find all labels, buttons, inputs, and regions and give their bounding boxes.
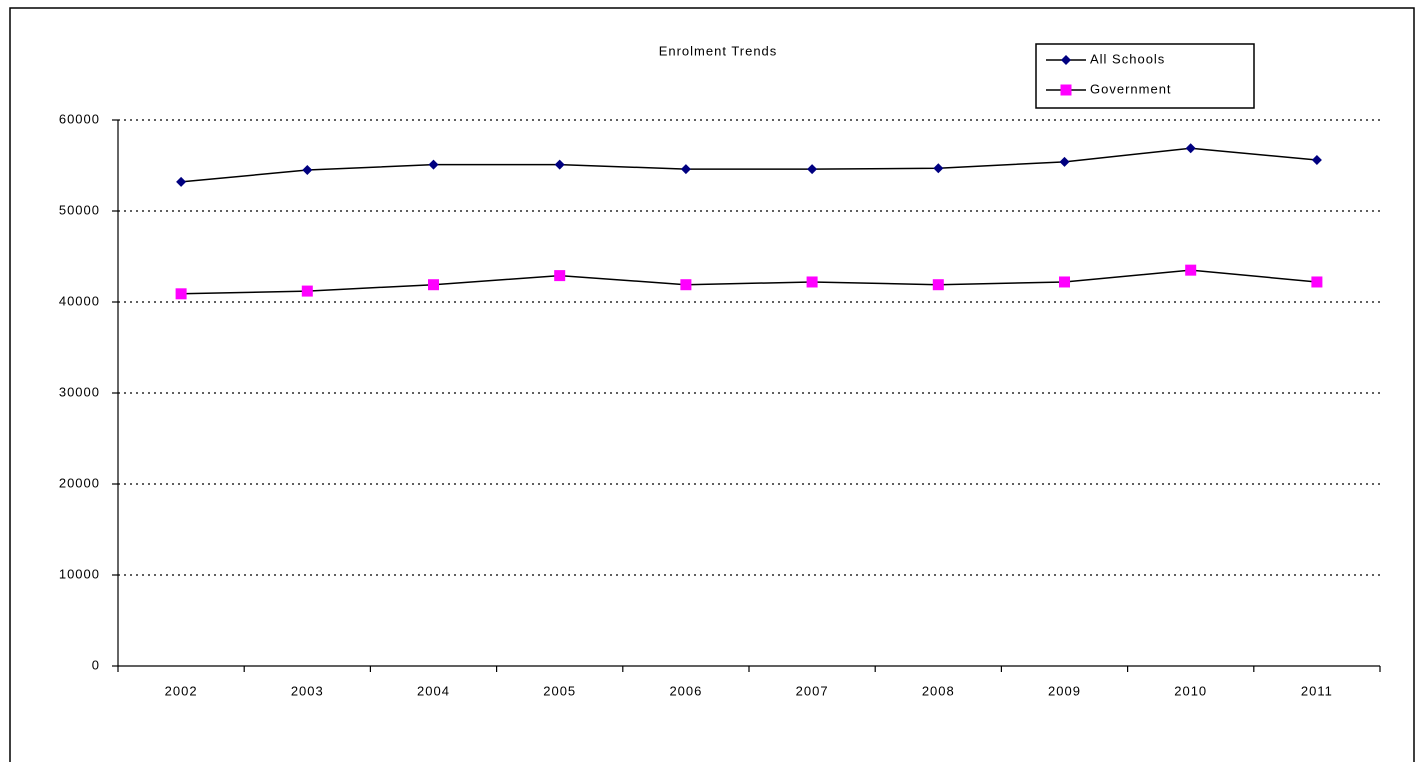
- x-tick-label: 2003: [291, 683, 324, 698]
- chart-frame: [9, 7, 1415, 762]
- series-line: [181, 147, 1317, 183]
- data-point: [428, 279, 439, 291]
- legend: [1035, 43, 1255, 109]
- x-tick-label: 2006: [669, 683, 702, 698]
- data-point: [175, 288, 187, 300]
- data-point: [1311, 276, 1323, 288]
- y-tick-label: 50000: [59, 202, 100, 217]
- y-tick-label: 0: [92, 657, 100, 672]
- chart-title: Enrolment Trends: [659, 43, 778, 58]
- data-point: [554, 270, 566, 282]
- data-point: [554, 159, 565, 170]
- data-point: [806, 276, 818, 288]
- legend-marker: [1060, 84, 1072, 96]
- data-point: [932, 279, 944, 291]
- data-point: [301, 285, 313, 297]
- data-point: [176, 176, 187, 187]
- data-point: [680, 164, 691, 175]
- y-tick-label: 60000: [59, 111, 100, 126]
- x-tick-label: 2004: [417, 683, 450, 698]
- data-point: [302, 165, 313, 176]
- data-point: [807, 164, 818, 175]
- data-point: [1059, 156, 1070, 167]
- data-point: [933, 163, 944, 174]
- data-point: [428, 159, 439, 170]
- x-tick-label: 2011: [1301, 683, 1333, 698]
- x-tick-label: 2009: [1048, 683, 1081, 698]
- legend-marker: [1061, 55, 1071, 65]
- x-tick-label: 2005: [543, 683, 576, 698]
- y-tick-label: 30000: [59, 384, 100, 399]
- y-tick-label: 10000: [59, 566, 100, 581]
- legend-label: All Schools: [1090, 51, 1165, 66]
- y-tick-label: 20000: [59, 475, 100, 490]
- y-tick-label: 40000: [59, 293, 100, 308]
- x-tick-label: 2007: [796, 683, 829, 698]
- x-tick-label: 2008: [922, 683, 955, 698]
- series-line: [181, 269, 1317, 295]
- x-tick-label: 2002: [165, 683, 198, 698]
- legend-label: Government: [1090, 81, 1172, 96]
- data-point: [680, 279, 692, 291]
- x-tick-label: 2010: [1174, 683, 1207, 698]
- data-point: [1185, 143, 1196, 154]
- data-point: [1185, 264, 1197, 276]
- data-point: [1059, 276, 1070, 288]
- data-point: [1311, 155, 1322, 166]
